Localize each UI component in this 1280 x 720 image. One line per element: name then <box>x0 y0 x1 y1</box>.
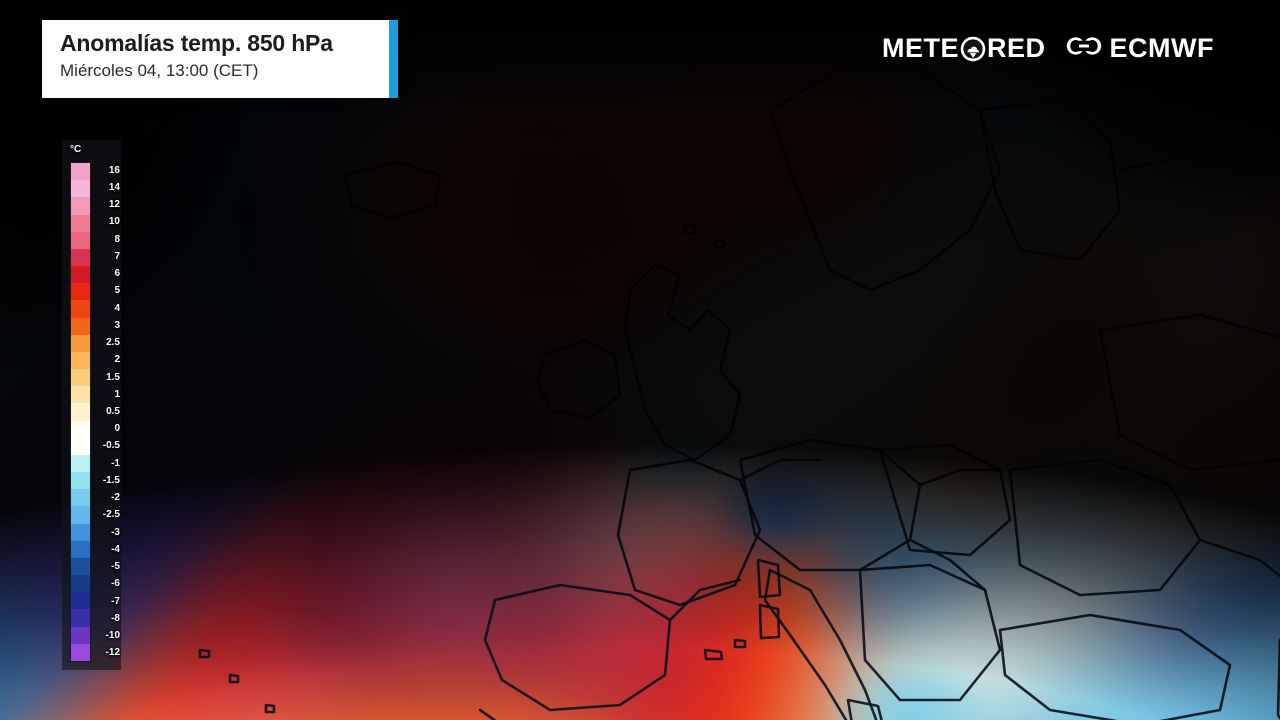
legend-swatch <box>71 643 90 661</box>
legend-swatch <box>71 180 90 198</box>
legend-tick-label: 6 <box>114 268 120 280</box>
legend-swatch <box>71 472 90 490</box>
ecmwf-mark-icon <box>1065 35 1103 62</box>
title-accent-bar <box>389 20 398 98</box>
legend-tick-label: 10 <box>108 216 120 228</box>
legend-tick-label: 3 <box>114 319 120 331</box>
legend-swatch <box>71 197 90 215</box>
legend-tick-label: -5 <box>111 561 120 573</box>
legend-swatch <box>71 317 90 335</box>
legend-tick-label: 5 <box>114 285 120 297</box>
legend-tick-label: -10 <box>105 630 120 642</box>
legend-swatch <box>71 266 90 284</box>
legend-panel: °C 16 14 12 10 8 7 6 5 4 3 2.5 2 1.5 1 0.5 0 -0.5 -1 -1.5 -… <box>62 140 121 670</box>
legend-tick-labels: 16 14 12 10 8 7 6 5 4 3 2.5 2 1.5 1 0.5 0 -0.5 -1 -1.5 -2 -2… <box>92 162 121 662</box>
legend-swatch <box>71 403 90 421</box>
forecast-timestamp: Miércoles 04, 13:00 (CET) <box>60 61 259 81</box>
legend-swatch <box>71 351 90 370</box>
legend-tick-label: -1.5 <box>102 474 120 486</box>
brand-lockup: METE RED ECMWF <box>882 33 1214 64</box>
legend-swatch <box>71 609 90 627</box>
legend-tick-label: 12 <box>108 199 120 211</box>
legend-swatch <box>71 454 90 473</box>
legend-swatch <box>71 386 90 404</box>
legend-swatch <box>71 214 90 232</box>
meteored-logo-before: METE <box>881 33 959 63</box>
legend-tick-label: -3 <box>111 526 120 538</box>
legend-tick-label: -8 <box>111 612 120 624</box>
legend-swatch <box>71 300 90 318</box>
legend-swatch <box>71 489 90 507</box>
legend-tick-label: -0.5 <box>102 440 120 452</box>
legend-swatch <box>71 283 90 301</box>
legend-tick-label: 7 <box>114 250 120 262</box>
legend-swatch <box>71 248 90 267</box>
legend-swatch <box>71 626 90 644</box>
legend-swatch <box>71 540 90 558</box>
legend-swatch <box>71 523 90 541</box>
legend-tick-label: 16 <box>108 164 120 176</box>
legend-tick-label: 0.5 <box>106 406 120 417</box>
legend-swatch <box>71 575 90 593</box>
title-card: Anomalías temp. 850 hPa Miércoles 04, 13… <box>42 20 398 98</box>
legend-swatch <box>71 163 90 181</box>
legend-tick-label: -2 <box>111 492 120 504</box>
legend-tick-label: -4 <box>111 543 120 555</box>
legend-unit-label: °C <box>70 144 82 155</box>
legend-tick-label: 1.5 <box>106 371 120 383</box>
legend-tick-label: 14 <box>108 181 120 193</box>
legend-tick-label: 2 <box>114 354 120 366</box>
legend-tick-label: 8 <box>114 233 120 245</box>
legend-swatch <box>71 592 90 610</box>
legend-swatch <box>71 369 90 387</box>
page-title: Anomalías temp. 850 hPa <box>60 30 333 56</box>
ecmwf-wordmark: ECMWF <box>1109 33 1214 63</box>
legend-tick-label: -2.5 <box>102 509 120 521</box>
legend-tick-label: -7 <box>111 595 120 607</box>
legend-tick-label: -12 <box>105 647 120 659</box>
legend-swatch <box>71 420 90 438</box>
legend-swatch <box>71 437 90 455</box>
legend-swatch <box>71 557 90 576</box>
legend-color-bar <box>70 162 91 662</box>
meteored-logo: METE RED <box>882 33 1046 64</box>
legend-swatch <box>71 231 90 249</box>
legend-tick-label: 2.5 <box>106 337 120 349</box>
legend-swatch <box>71 334 90 352</box>
meteored-logo-after: RED <box>987 33 1046 63</box>
legend-swatch <box>71 506 90 524</box>
legend-tick-label: 1 <box>114 388 120 400</box>
legend-tick-label: -1 <box>111 457 120 469</box>
legend-tick-label: 0 <box>114 423 120 435</box>
legend-tick-label: -6 <box>111 578 120 590</box>
cloud-pin-o-icon <box>960 36 986 62</box>
legend-tick-label: 4 <box>114 302 120 314</box>
ecmwf-logo: ECMWF <box>1065 33 1214 64</box>
